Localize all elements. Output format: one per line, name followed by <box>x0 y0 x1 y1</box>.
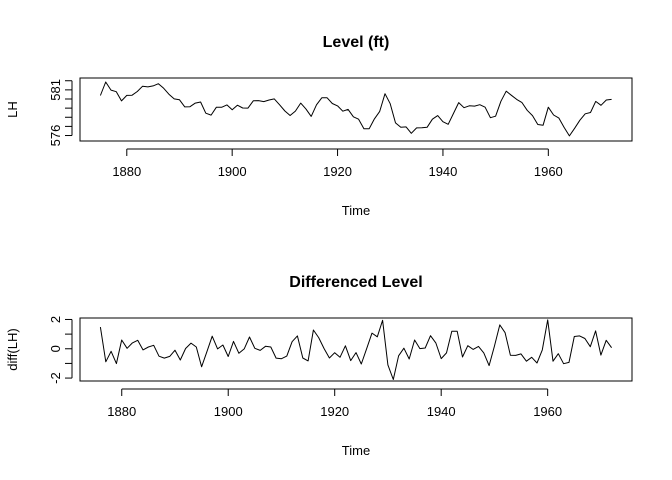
series-line <box>99 81 612 137</box>
x-tick-label: 1880 <box>112 164 141 179</box>
plot-frame <box>79 77 633 142</box>
x-axis-label: Time <box>342 443 370 458</box>
chart-title: Level (ft) <box>323 34 390 51</box>
level-panel: Level (ft) 1880 1900 1920 1940 1960 Time 576 581… <box>5 34 633 218</box>
y-tick-label: 576 <box>48 125 63 147</box>
y-tick-label: 0 <box>48 345 63 352</box>
x-tick-label: 1920 <box>320 404 349 419</box>
x-tick-label: 1940 <box>427 404 456 419</box>
y-tick-label: 581 <box>48 79 63 101</box>
x-axis-label: Time <box>342 203 370 218</box>
x-tick-label: 1960 <box>533 404 562 419</box>
differenced-panel: Differenced Level 1880 1900 1920 1940 1960 Tim… <box>5 274 633 458</box>
x-tick-label: 1960 <box>534 164 563 179</box>
y-axis-label: LH <box>5 101 20 118</box>
x-tick-label: 1940 <box>428 164 457 179</box>
series-line <box>99 319 613 380</box>
x-tick-label: 1880 <box>107 404 136 419</box>
y-tick-label: -2 <box>48 372 63 384</box>
chart-title: Differenced Level <box>289 274 422 291</box>
y-tick-label: 2 <box>48 316 63 323</box>
plot-frame <box>79 317 633 382</box>
x-tick-label: 1920 <box>323 164 352 179</box>
y-axis-label: diff(LH) <box>5 328 20 370</box>
x-tick-label: 1900 <box>214 404 243 419</box>
x-tick-label: 1900 <box>218 164 247 179</box>
